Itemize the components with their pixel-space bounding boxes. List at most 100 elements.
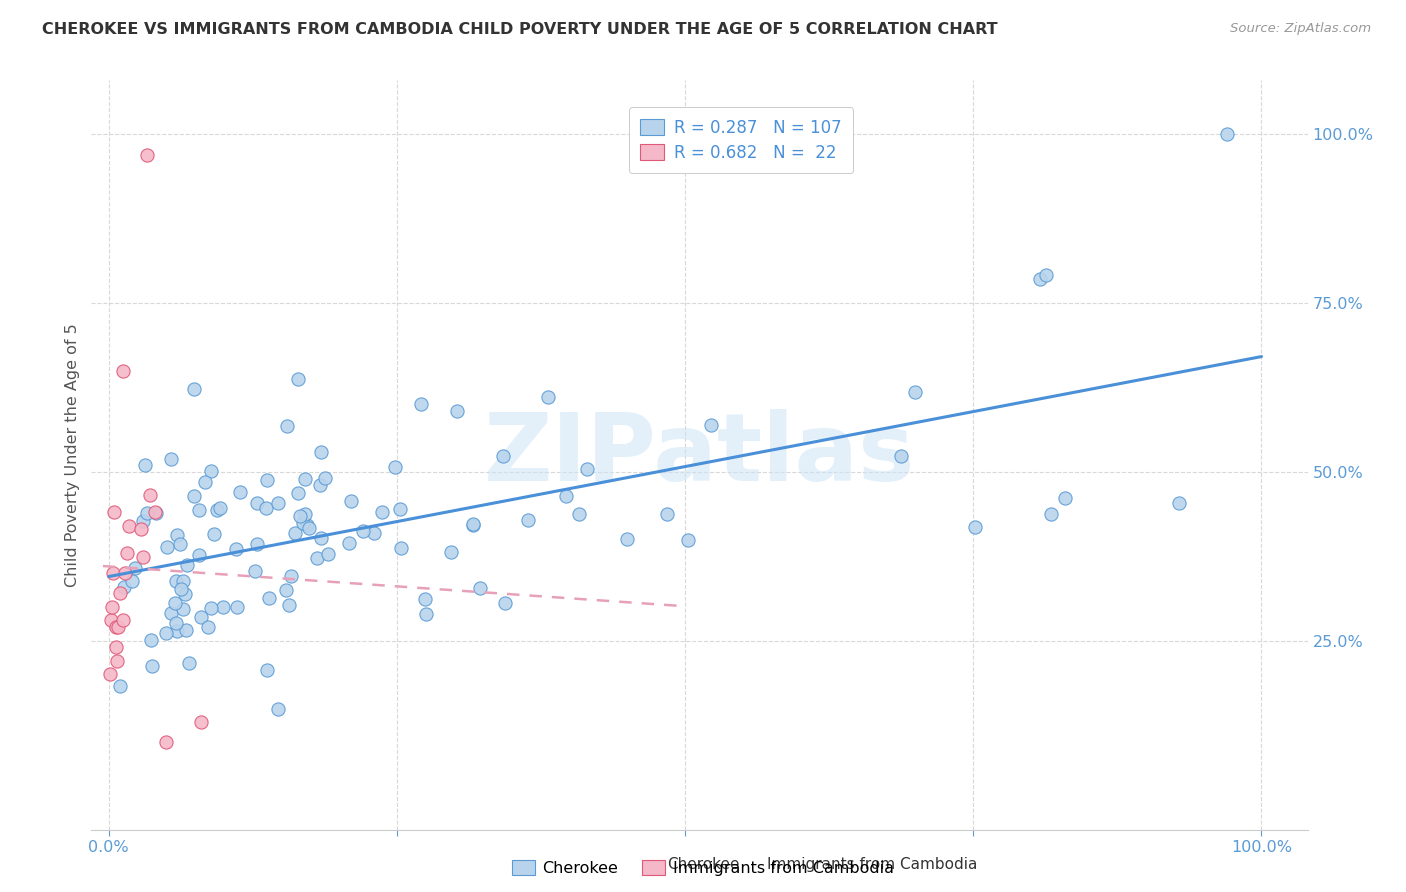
- Point: [256, 663, 278, 677]
- Point: [114, 566, 136, 580]
- Point: [170, 582, 193, 596]
- Point: [228, 485, 250, 500]
- Point: [121, 574, 143, 588]
- Point: [245, 565, 267, 579]
- Point: [280, 568, 302, 582]
- Point: [287, 485, 309, 500]
- Text: ZIPatlas: ZIPatlas: [484, 409, 915, 501]
- Point: [143, 505, 166, 519]
- Point: [904, 384, 927, 399]
- Point: [461, 517, 484, 532]
- Point: [278, 598, 301, 612]
- Point: [298, 520, 321, 534]
- Point: [246, 496, 269, 510]
- Point: [655, 507, 678, 521]
- Point: [190, 714, 212, 729]
- Point: [112, 581, 135, 595]
- Point: [115, 546, 138, 560]
- Point: [172, 602, 194, 616]
- Text: Cherokee: Cherokee: [666, 857, 740, 872]
- Point: [294, 472, 316, 486]
- Point: [183, 382, 205, 396]
- Point: [160, 452, 183, 467]
- Point: [363, 526, 385, 541]
- Point: [174, 587, 197, 601]
- Point: [155, 735, 177, 749]
- Point: [267, 702, 290, 716]
- Point: [135, 147, 157, 161]
- Point: [700, 417, 723, 432]
- Point: [197, 620, 219, 634]
- Point: [105, 654, 128, 668]
- Point: [287, 372, 309, 386]
- Text: CHEROKEE VS IMMIGRANTS FROM CAMBODIA CHILD POVERTY UNDER THE AGE OF 5 CORRELATIO: CHEROKEE VS IMMIGRANTS FROM CAMBODIA CHI…: [42, 22, 998, 37]
- Point: [131, 514, 153, 528]
- Point: [145, 506, 167, 520]
- Point: [1216, 128, 1239, 142]
- Point: [166, 624, 188, 638]
- Point: [98, 667, 121, 681]
- Legend: R = 0.287   N = 107, R = 0.682   N =  22: R = 0.287 N = 107, R = 0.682 N = 22: [628, 107, 853, 173]
- Point: [187, 549, 209, 563]
- Point: [110, 679, 132, 693]
- Point: [568, 507, 591, 521]
- Point: [276, 583, 298, 598]
- Point: [129, 522, 152, 536]
- Point: [389, 502, 412, 516]
- Point: [309, 531, 332, 545]
- Point: [176, 558, 198, 572]
- Point: [1035, 268, 1057, 282]
- Point: [576, 462, 599, 476]
- Point: [165, 574, 187, 589]
- Point: [108, 586, 131, 600]
- Point: [276, 418, 298, 433]
- Point: [468, 581, 491, 595]
- Point: [494, 596, 516, 610]
- Point: [136, 506, 159, 520]
- Point: [169, 537, 191, 551]
- Point: [318, 547, 340, 561]
- Point: [446, 403, 468, 417]
- Point: [1040, 507, 1063, 521]
- Point: [177, 656, 200, 670]
- Point: [174, 623, 197, 637]
- Point: [107, 620, 129, 634]
- Point: [103, 566, 125, 580]
- Point: [159, 606, 181, 620]
- Point: [314, 471, 336, 485]
- Point: [256, 473, 278, 487]
- Point: [190, 610, 212, 624]
- Text: Immigrants from Cambodia: Immigrants from Cambodia: [766, 857, 977, 872]
- Text: Source: ZipAtlas.com: Source: ZipAtlas.com: [1230, 22, 1371, 36]
- Point: [292, 516, 315, 530]
- Point: [141, 658, 163, 673]
- Point: [101, 599, 124, 614]
- Point: [165, 615, 187, 630]
- Point: [156, 540, 179, 554]
- Point: [965, 520, 987, 534]
- Point: [1167, 496, 1189, 510]
- Point: [415, 607, 437, 621]
- Point: [165, 596, 187, 610]
- Point: [409, 397, 432, 411]
- Point: [183, 489, 205, 503]
- Point: [370, 505, 392, 519]
- Point: [284, 526, 307, 541]
- Point: [676, 533, 699, 547]
- Point: [389, 541, 412, 555]
- Point: [212, 599, 235, 614]
- Point: [1053, 491, 1076, 506]
- Point: [352, 524, 374, 538]
- Point: [188, 503, 211, 517]
- Y-axis label: Child Poverty Under the Age of 5: Child Poverty Under the Age of 5: [65, 323, 80, 587]
- Point: [257, 591, 280, 605]
- Point: [288, 508, 311, 523]
- Point: [890, 449, 912, 463]
- Point: [225, 600, 247, 615]
- Point: [616, 532, 638, 546]
- Point: [132, 550, 155, 565]
- Point: [194, 475, 217, 489]
- Point: [305, 551, 328, 566]
- Point: [139, 488, 162, 502]
- Point: [294, 508, 316, 522]
